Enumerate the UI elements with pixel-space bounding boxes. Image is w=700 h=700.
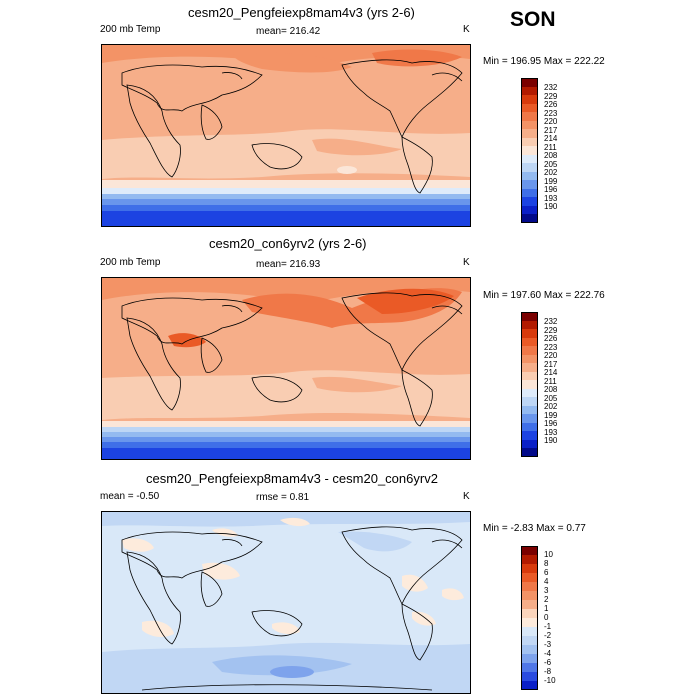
panel3-units-label: K <box>463 491 470 502</box>
panel1-units-label: K <box>463 24 470 35</box>
panel1-colorbar-label: 211 <box>544 143 557 152</box>
panel2-colorbar-label: 196 <box>544 419 558 428</box>
panel1-map <box>101 44 471 227</box>
panel2-colorbar-label: 208 <box>544 385 558 394</box>
panel3-colorbar-label: 2 <box>544 595 549 604</box>
panel1-colorbar-label: 217 <box>544 126 558 135</box>
panel1-colorbar-label: 190 <box>544 202 558 211</box>
panel3-colorbar-label: 10 <box>544 550 553 559</box>
panel1-minmax-label: Min = 196.95 Max = 222.22 <box>483 56 605 67</box>
panel2-minmax-label: Min = 197.60 Max = 222.76 <box>483 290 605 301</box>
panel1-colorbar-label: 223 <box>544 109 558 118</box>
panel1-colorbar-label: 226 <box>544 100 558 109</box>
panel2-map <box>101 277 471 460</box>
panel2-colorbar-label: 223 <box>544 343 558 352</box>
panel3-colorbar-label: -10 <box>544 676 556 685</box>
panel2-colorbar-label: 226 <box>544 334 558 343</box>
panel2-colorbar-label: 211 <box>544 377 557 386</box>
panel3-colorbar-label: -3 <box>544 640 552 649</box>
panel3-title: cesm20_Pengfeiexp8mam4v3 - cesm20_con6yr… <box>146 471 438 486</box>
panel2-colorbar-label: 229 <box>544 326 558 335</box>
panel3-colorbar-label: -6 <box>544 658 552 667</box>
panel3-colorbar-label: 3 <box>544 586 549 595</box>
panel3-minmax-label: Min = -2.83 Max = 0.77 <box>483 523 586 534</box>
season-label: SON <box>510 8 556 31</box>
panel3-rmse-label: rmse = 0.81 <box>256 492 310 503</box>
panel2-colorbar-label: 214 <box>544 368 558 377</box>
panel3-colorbar-label: 8 <box>544 559 549 568</box>
panel1-colorbar-label: 220 <box>544 117 558 126</box>
panel3-mean-label: mean = -0.50 <box>100 491 160 502</box>
panel3-colorbar-label: -8 <box>544 667 552 676</box>
panel2-mean-label: mean= 216.93 <box>256 259 321 270</box>
panel3-colorbar-label: 0 <box>544 613 549 622</box>
panel3-colorbar-label: -4 <box>544 649 552 658</box>
panel1-colorbar-label: 196 <box>544 185 558 194</box>
panel2-colorbar-label: 232 <box>544 317 558 326</box>
panel1-colorbar-label: 199 <box>544 177 558 186</box>
panel2-title: cesm20_con6yrv2 (yrs 2-6) <box>209 236 367 251</box>
panel1-mean-label: mean= 216.42 <box>256 26 321 37</box>
panel1-colorbar-label: 202 <box>544 168 558 177</box>
panel2-units-label: K <box>463 257 470 268</box>
panel3-colorbar-label: -1 <box>544 622 552 631</box>
panel3-colorbar-label: 6 <box>544 568 549 577</box>
panel1-colorbar-label: 205 <box>544 160 558 169</box>
panel1-title: cesm20_Pengfeiexp8mam4v3 (yrs 2-6) <box>188 5 415 20</box>
panel2-colorbar-label: 202 <box>544 402 558 411</box>
panel2-colorbar-label: 199 <box>544 411 558 420</box>
panel3-colorbar-label: -2 <box>544 631 552 640</box>
panel2-colorbar-label: 205 <box>544 394 558 403</box>
panel2-colorbar <box>521 312 538 457</box>
panel1-colorbar-label: 208 <box>544 151 558 160</box>
panel1-colorbar-label: 229 <box>544 92 558 101</box>
panel1-colorbar <box>521 78 538 223</box>
panel2-variable-label: 200 mb Temp <box>100 257 161 268</box>
panel2-colorbar-label: 193 <box>544 428 558 437</box>
panel1-colorbar-label: 214 <box>544 134 558 143</box>
panel1-variable-label: 200 mb Temp <box>100 24 161 35</box>
panel3-map <box>101 511 471 694</box>
panel1-colorbar-label: 232 <box>544 83 558 92</box>
panel2-colorbar-label: 190 <box>544 436 558 445</box>
panel1-colorbar-label: 193 <box>544 194 558 203</box>
panel3-colorbar-label: 4 <box>544 577 549 586</box>
panel2-colorbar-label: 220 <box>544 351 558 360</box>
panel3-colorbar-label: 1 <box>544 604 549 613</box>
panel2-colorbar-label: 217 <box>544 360 558 369</box>
panel3-colorbar <box>521 546 538 690</box>
